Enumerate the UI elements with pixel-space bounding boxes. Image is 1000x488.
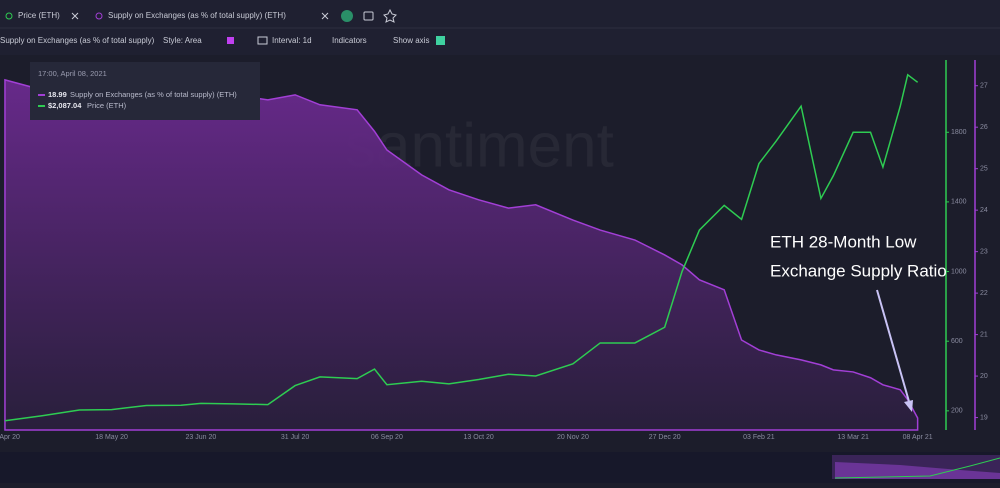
x-tick-label: 06 Sep 20 — [371, 434, 403, 441]
y2-tick-label: 19 — [980, 414, 988, 421]
tab[interactable]: Supply on Exchanges (as % of total suppl… — [108, 11, 286, 20]
x-tick-label: 13 Oct 20 — [463, 434, 493, 441]
tooltip-date: 17:00, April 08, 2021 — [38, 69, 107, 78]
control[interactable]: Style: Area — [163, 36, 202, 45]
x-tick-label: 31 Jul 20 — [281, 434, 310, 441]
y2-tick-label: 26 — [980, 124, 988, 131]
y-tick-label: 1000 — [951, 268, 967, 275]
y2-tick-label: 21 — [980, 331, 988, 338]
x-tick-label: 27 Dec 20 — [649, 434, 681, 441]
x-tick-label: 13 Mar 21 — [837, 434, 869, 441]
x-tick-label: 20 Nov 20 — [557, 434, 589, 441]
tooltip-label: Price (ETH) — [87, 101, 127, 110]
x-tick-label: 23 Jun 20 — [186, 434, 217, 441]
tab-dot — [5, 12, 13, 20]
close-icon[interactable] — [321, 12, 329, 20]
tab-dot — [95, 12, 103, 20]
tooltip — [30, 62, 260, 120]
control[interactable]: Show axis — [393, 36, 429, 45]
control[interactable]: Supply on Exchanges (as % of total suppl… — [0, 36, 155, 45]
line — [4, 73, 919, 422]
x-tick-label: 08 Apr 21 — [903, 434, 933, 441]
tooltip-value: 18.99 — [48, 90, 67, 99]
control[interactable]: Indicators — [332, 36, 367, 45]
y-tick-label: 200 — [951, 408, 963, 415]
control[interactable]: Interval: 1d — [272, 36, 312, 45]
y2-tick-label: 22 — [980, 290, 988, 297]
tooltip-label: Supply on Exchanges (as % of total suppl… — [70, 90, 237, 99]
annotation-arrow — [876, 289, 911, 406]
y-tick-label: 1400 — [951, 199, 967, 206]
x-tick-label: 05 Apr 20 — [0, 434, 20, 441]
navigator-preview — [834, 457, 1000, 479]
y2-tick-label: 27 — [980, 83, 988, 90]
annotation: ETH 28-Month Low — [770, 232, 917, 251]
lock-icon[interactable] — [363, 11, 374, 21]
arrowhead — [904, 400, 913, 412]
annotation: Exchange Supply Ratio — [770, 261, 947, 280]
checkbox[interactable] — [436, 36, 445, 45]
interval-icon — [257, 36, 268, 45]
close-icon[interactable] — [71, 12, 79, 20]
star-icon[interactable] — [383, 8, 397, 23]
y-tick-label: 1800 — [951, 129, 967, 136]
x-tick-label: 18 May 20 — [95, 434, 128, 441]
y2-tick-label: 23 — [980, 248, 988, 255]
y2-tick-label: 25 — [980, 166, 988, 173]
x-tick-label: 03 Feb 21 — [743, 434, 775, 441]
y2-tick-label: 24 — [980, 207, 988, 214]
tab[interactable]: Price (ETH) — [18, 11, 60, 20]
y-tick-label: 600 — [951, 338, 963, 345]
icon[interactable] — [341, 10, 353, 22]
navigator-preview — [835, 462, 1000, 479]
color-swatch[interactable] — [227, 37, 234, 44]
y2-tick-label: 20 — [980, 373, 988, 380]
tooltip-value: $2,087.04 — [48, 101, 82, 110]
